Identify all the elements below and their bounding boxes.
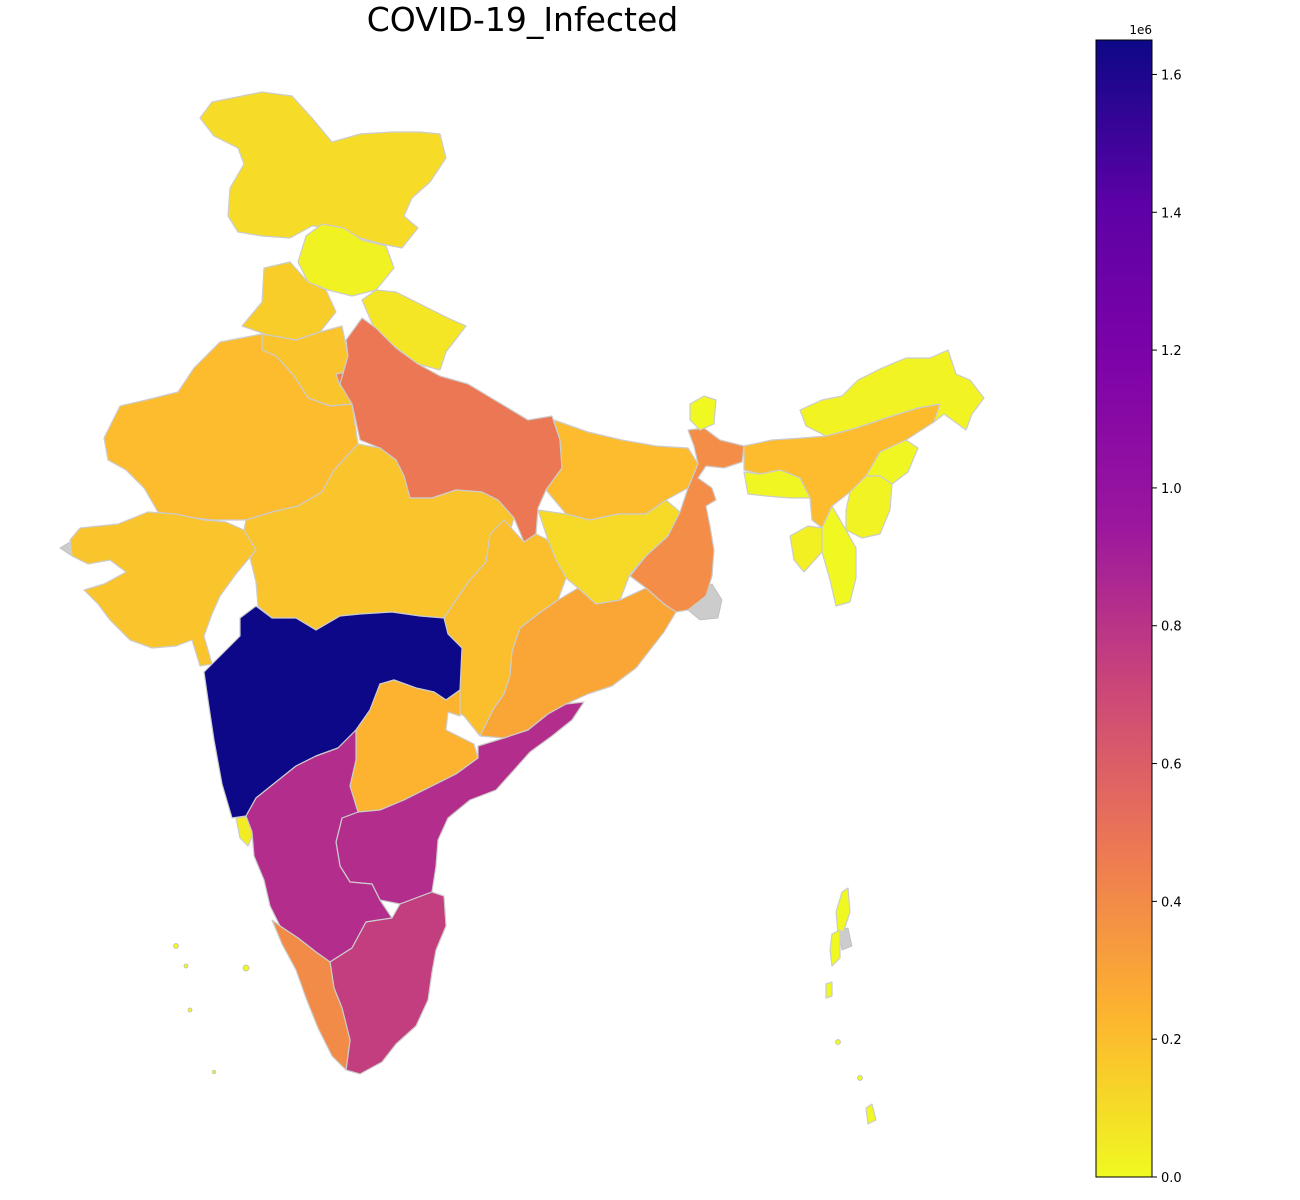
state-andaman-nicobar-islet-2	[857, 1075, 863, 1081]
state-arunachal-pradesh	[799, 349, 985, 437]
state-karnataka	[245, 729, 393, 963]
state-lakshadweep-4	[187, 1007, 193, 1013]
colorbar-tick-label: 0.8	[1161, 620, 1182, 635]
state-andhra-pradesh	[335, 701, 585, 905]
state-lakshadweep-2	[183, 963, 189, 969]
state-andaman-nicobar-south	[825, 981, 833, 999]
colorbar-exponent-label: 1e6	[1129, 23, 1152, 37]
colorbar-tick-label: 0.6	[1161, 758, 1182, 773]
state-kerala	[271, 919, 351, 1071]
colorbar-ticks: 0.0 0.2 0.4 0.6 0.8 1.0 1.2 1.4 1.6	[1152, 68, 1182, 1186]
state-mizoram	[821, 505, 857, 607]
state-andaman-nicobar-mid	[829, 929, 841, 967]
state-sikkim	[689, 395, 717, 431]
colorbar-tick-label: 0.2	[1161, 1033, 1182, 1048]
state-himachal-pradesh	[297, 223, 395, 297]
state-andaman-nicobar-north	[835, 887, 851, 935]
state-lakshadweep-3	[242, 964, 250, 972]
india-choropleth-map	[59, 91, 985, 1125]
colorbar-tick-label: 1.4	[1161, 206, 1182, 221]
state-jammu-kashmir	[199, 91, 447, 249]
state-manipur	[845, 475, 893, 539]
state-west-bengal	[629, 427, 745, 613]
map-title: COVID-19_Infected	[366, 0, 679, 39]
colorbar-gradient	[1095, 39, 1153, 1178]
colorbar-tick-label: 1.6	[1161, 68, 1182, 83]
colorbar-tick-label: 0.4	[1161, 895, 1182, 910]
colorbar-tick-label: 1.0	[1161, 482, 1182, 497]
state-lakshadweep-5	[211, 1070, 216, 1075]
state-gujarat	[69, 511, 257, 667]
state-andaman-nicobar-nicobar	[865, 1103, 877, 1125]
state-lakshadweep-1	[173, 943, 179, 949]
colorbar-tick-label: 0.0	[1161, 1171, 1182, 1186]
state-odisha	[479, 587, 677, 739]
colorbar-tick-label: 1.2	[1161, 344, 1182, 359]
state-andaman-nicobar-islet	[835, 1039, 841, 1045]
state-meghalaya	[743, 469, 811, 499]
